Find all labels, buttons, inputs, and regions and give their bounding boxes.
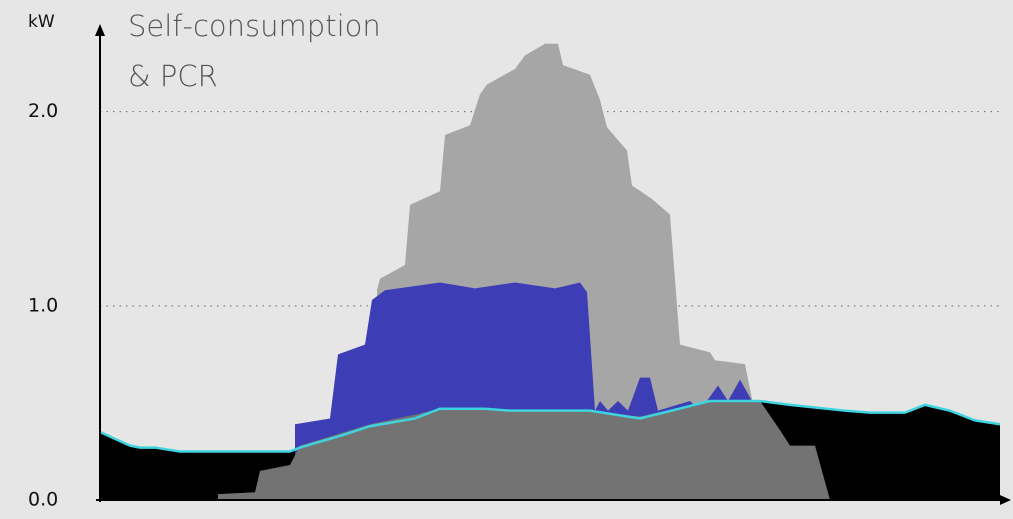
y-tick-label: 2.0	[28, 100, 58, 122]
chart-title: Self-consumption	[128, 9, 381, 43]
line	[99, 399, 1001, 453]
x-axis-arrow	[1000, 495, 1011, 505]
chart-title: & PCR	[128, 59, 218, 93]
y-tick-label: 1.0	[28, 294, 58, 316]
y-tick-label: 0.0	[28, 489, 58, 511]
y-axis-label: kW	[28, 12, 55, 32]
y-axis-arrow	[95, 24, 105, 36]
